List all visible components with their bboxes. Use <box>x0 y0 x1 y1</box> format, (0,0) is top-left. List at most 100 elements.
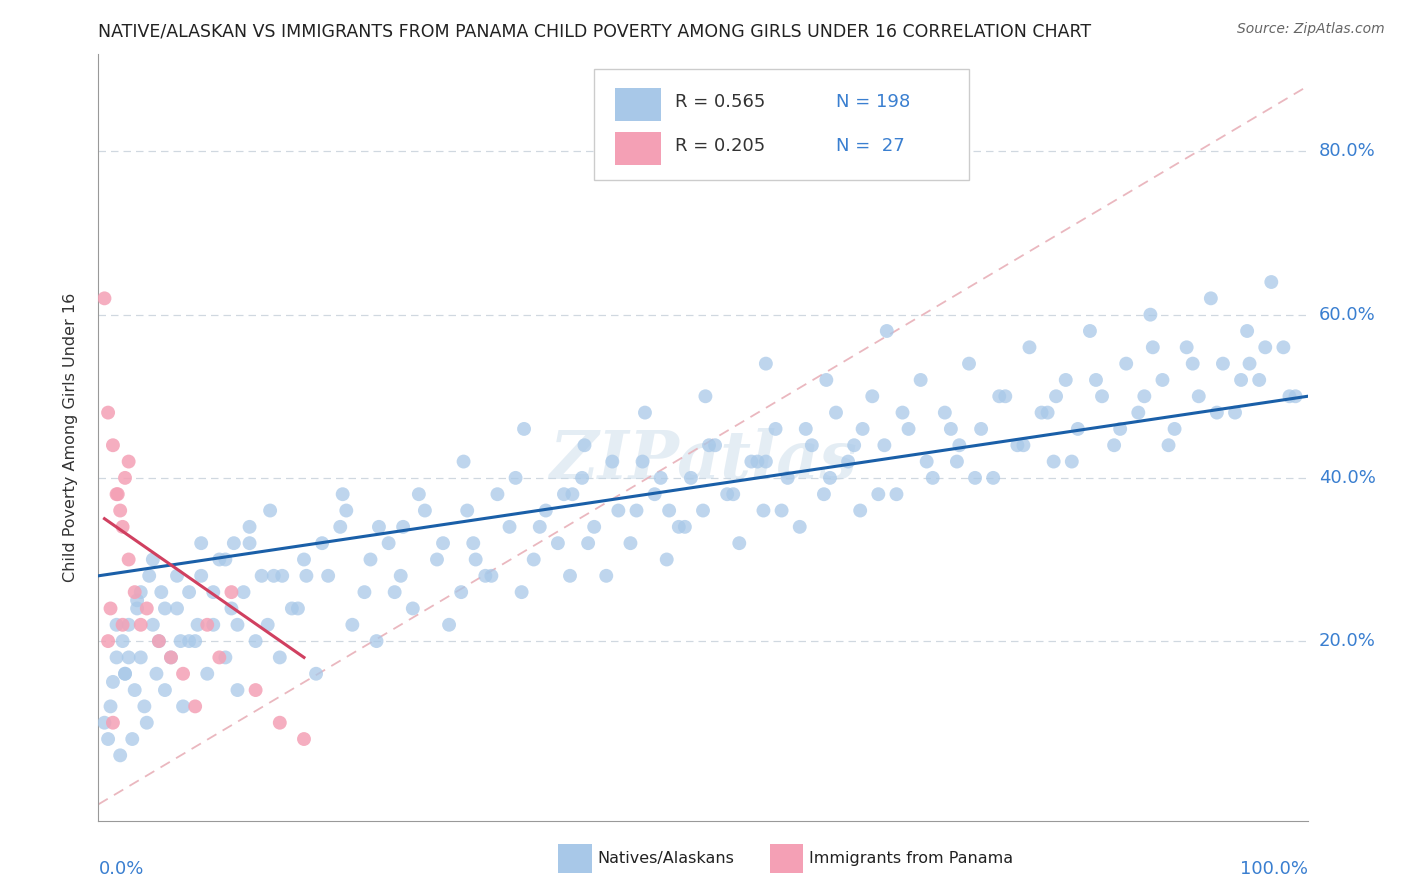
Point <box>789 520 811 534</box>
Point <box>728 536 751 550</box>
Point <box>673 520 696 534</box>
Point <box>1206 406 1229 420</box>
Point <box>245 634 267 648</box>
Point <box>360 552 382 566</box>
Point <box>208 650 231 665</box>
Point <box>948 438 970 452</box>
Point <box>704 438 727 452</box>
Point <box>114 666 136 681</box>
Point <box>271 569 294 583</box>
Point <box>172 666 194 681</box>
Point <box>529 520 551 534</box>
Point <box>353 585 375 599</box>
Point <box>1091 389 1114 403</box>
Point <box>981 471 1004 485</box>
Text: Immigrants from Panama: Immigrants from Panama <box>810 851 1014 866</box>
Point <box>1078 324 1101 338</box>
Point <box>755 357 778 371</box>
Point <box>221 601 243 615</box>
Point <box>740 454 762 468</box>
Point <box>1239 357 1261 371</box>
Point <box>1199 291 1222 305</box>
Point <box>184 699 207 714</box>
Point <box>1139 308 1161 322</box>
Point <box>332 487 354 501</box>
Point <box>939 422 962 436</box>
Point <box>101 438 124 452</box>
Point <box>619 536 641 550</box>
Point <box>1067 422 1090 436</box>
Point <box>426 552 449 566</box>
Point <box>281 601 304 615</box>
Point <box>583 520 606 534</box>
Point <box>105 487 128 501</box>
Point <box>153 683 176 698</box>
Point <box>915 454 938 468</box>
Text: 80.0%: 80.0% <box>1319 143 1375 161</box>
Point <box>184 634 207 648</box>
Point <box>655 552 678 566</box>
Point <box>129 585 152 599</box>
Point <box>311 536 333 550</box>
Point <box>148 634 170 648</box>
Text: R = 0.205: R = 0.205 <box>675 136 765 154</box>
Point <box>329 520 352 534</box>
Point <box>934 406 956 420</box>
Point <box>292 552 315 566</box>
Point <box>389 569 412 583</box>
Point <box>93 715 115 730</box>
Point <box>153 601 176 615</box>
Point <box>723 487 745 501</box>
Point <box>222 536 245 550</box>
Point <box>239 536 262 550</box>
Point <box>195 666 218 681</box>
Point <box>97 634 120 648</box>
Point <box>868 487 890 501</box>
Point <box>292 732 315 747</box>
Point <box>481 569 503 583</box>
Point <box>1272 340 1295 354</box>
Text: Natives/Alaskans: Natives/Alaskans <box>598 851 735 866</box>
Point <box>873 438 896 452</box>
Text: N =  27: N = 27 <box>837 136 904 154</box>
Point <box>437 617 460 632</box>
Point <box>626 503 648 517</box>
Point <box>142 552 165 566</box>
Text: N = 198: N = 198 <box>837 93 910 111</box>
Point <box>776 471 799 485</box>
Point <box>1045 389 1067 403</box>
Point <box>1012 438 1035 452</box>
Point <box>269 715 291 730</box>
Point <box>1212 357 1234 371</box>
Point <box>105 650 128 665</box>
Point <box>114 666 136 681</box>
Point <box>1142 340 1164 354</box>
Point <box>245 683 267 698</box>
Point <box>384 585 406 599</box>
Point <box>105 617 128 632</box>
Point <box>305 666 328 681</box>
Point <box>921 471 943 485</box>
Point <box>221 585 243 599</box>
Point <box>463 536 485 550</box>
Point <box>505 471 527 485</box>
Point <box>595 569 617 583</box>
Point <box>413 503 436 517</box>
Point <box>1036 406 1059 420</box>
Text: NATIVE/ALASKAN VS IMMIGRANTS FROM PANAMA CHILD POVERTY AMONG GIRLS UNDER 16 CORR: NATIVE/ALASKAN VS IMMIGRANTS FROM PANAMA… <box>98 23 1091 41</box>
Point <box>1175 340 1198 354</box>
Point <box>127 601 149 615</box>
Point <box>208 552 231 566</box>
Y-axis label: Child Poverty Among Girls Under 16: Child Poverty Among Girls Under 16 <box>63 293 77 582</box>
Point <box>602 454 624 468</box>
Point <box>910 373 932 387</box>
Point <box>852 422 875 436</box>
Point <box>631 454 654 468</box>
Point <box>129 617 152 632</box>
FancyBboxPatch shape <box>595 69 969 180</box>
Point <box>534 503 557 517</box>
Point <box>269 650 291 665</box>
Point <box>342 617 364 632</box>
Point <box>111 520 134 534</box>
Point <box>114 471 136 485</box>
